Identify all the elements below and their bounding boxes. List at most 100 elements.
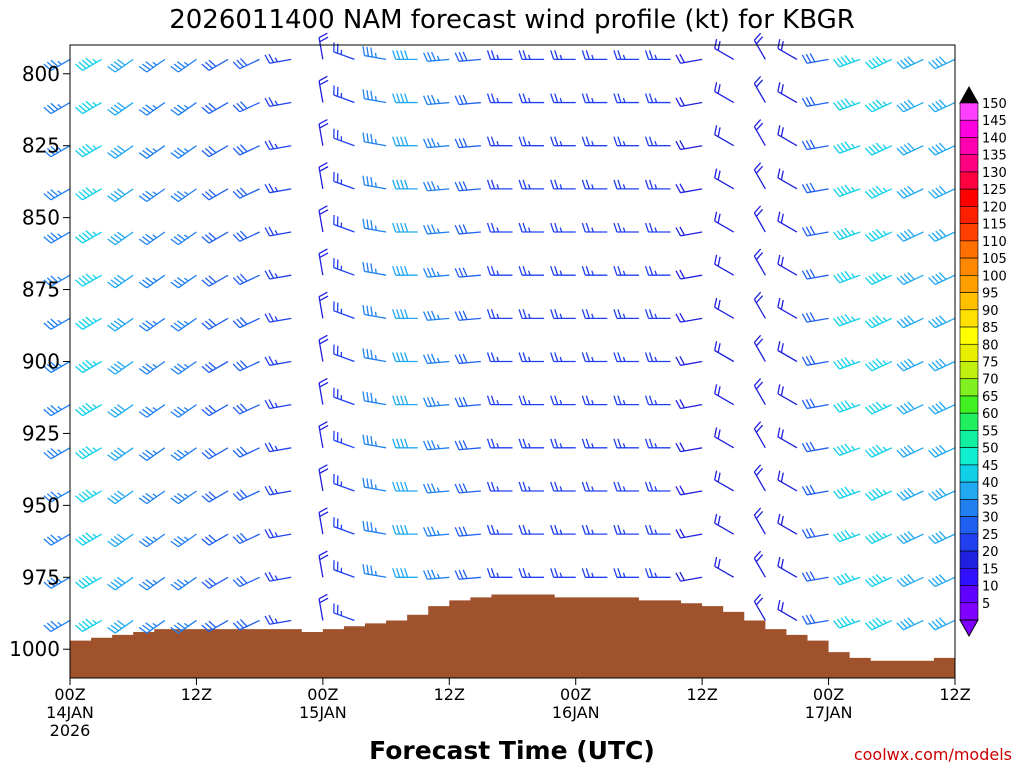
wind-barb bbox=[454, 51, 481, 62]
barb-feather bbox=[370, 263, 373, 273]
colorbar-swatch bbox=[959, 188, 979, 207]
barb-feather bbox=[801, 313, 808, 323]
barb-half-feather bbox=[152, 61, 158, 66]
barb-feather bbox=[840, 315, 848, 324]
barb-feather bbox=[458, 138, 464, 148]
barb-feather bbox=[50, 318, 59, 326]
barb-feather bbox=[142, 193, 151, 200]
barb-feather bbox=[458, 310, 464, 321]
barb-feather bbox=[872, 57, 880, 66]
wind-barb bbox=[714, 211, 735, 233]
barb-feather bbox=[844, 529, 852, 538]
wind-barb bbox=[318, 421, 329, 448]
wind-barb bbox=[454, 310, 481, 321]
barb-feather bbox=[400, 438, 405, 449]
barb-feather bbox=[78, 147, 87, 156]
barb-feather bbox=[617, 309, 622, 319]
barb-feather bbox=[392, 438, 397, 449]
barb-feather bbox=[868, 620, 876, 629]
barb-feather bbox=[550, 309, 555, 319]
colorbar-swatch bbox=[959, 464, 979, 483]
barb-half-feather bbox=[152, 191, 158, 196]
barb-feather bbox=[550, 179, 555, 190]
barb-feather bbox=[714, 254, 718, 265]
barb-feather bbox=[801, 140, 808, 150]
wind-barb bbox=[362, 348, 387, 363]
barb-feather bbox=[840, 401, 848, 410]
barb-feather bbox=[318, 464, 328, 470]
wind-barb bbox=[675, 485, 703, 496]
barb-feather bbox=[644, 222, 650, 233]
barb-feather bbox=[204, 104, 213, 113]
barb-half-feather bbox=[436, 444, 440, 449]
barb-feather bbox=[780, 127, 784, 137]
surface-fill bbox=[70, 594, 955, 678]
barb-feather bbox=[554, 179, 559, 190]
barb-feather bbox=[107, 324, 116, 332]
barb-feather bbox=[844, 54, 852, 64]
barb-feather bbox=[613, 93, 618, 103]
wind-barb bbox=[550, 352, 576, 363]
barb-feather bbox=[907, 574, 915, 582]
barb-feather bbox=[170, 281, 179, 289]
wind-barb bbox=[928, 315, 956, 329]
barb-feather bbox=[50, 404, 59, 413]
barb-feather bbox=[872, 532, 880, 541]
barb-half-feather bbox=[882, 316, 887, 322]
wind-barb bbox=[138, 447, 166, 461]
barb-feather bbox=[117, 490, 126, 498]
barb-half-feather bbox=[654, 184, 658, 190]
barb-feather bbox=[462, 483, 468, 493]
barb-feather bbox=[928, 61, 936, 70]
barb-feather bbox=[801, 184, 808, 193]
barb-half-feather bbox=[57, 492, 62, 497]
barb-feather bbox=[900, 620, 908, 629]
barb-feather bbox=[679, 571, 685, 581]
barb-feather bbox=[928, 190, 936, 199]
barb-feather bbox=[753, 334, 762, 343]
wind-barb bbox=[801, 268, 829, 280]
barb-feather bbox=[935, 489, 943, 498]
barb-feather bbox=[318, 593, 328, 600]
barb-feather bbox=[833, 576, 841, 586]
barb-feather bbox=[145, 277, 154, 284]
barb-feather bbox=[110, 624, 119, 632]
wind-barb bbox=[362, 89, 387, 104]
barb-feather bbox=[404, 568, 409, 578]
barb-half-feather bbox=[92, 231, 97, 236]
barb-feather bbox=[780, 602, 784, 612]
barb-feather bbox=[232, 147, 241, 156]
wind-barb bbox=[392, 524, 418, 535]
barb-feather bbox=[208, 620, 217, 628]
wind-barb bbox=[550, 524, 576, 535]
wind-barb bbox=[423, 181, 450, 192]
barb-feather bbox=[833, 102, 841, 111]
barb-feather bbox=[490, 438, 496, 449]
barb-feather bbox=[581, 395, 586, 405]
barb-feather bbox=[462, 224, 468, 234]
wind-barb bbox=[107, 145, 134, 159]
barb-feather bbox=[318, 118, 328, 125]
wind-barb bbox=[264, 140, 292, 151]
barb-feather bbox=[81, 404, 90, 413]
barb-feather bbox=[366, 521, 369, 532]
barb-feather bbox=[833, 145, 841, 154]
barb-feather bbox=[173, 624, 183, 632]
barb-feather bbox=[318, 205, 328, 211]
barb-feather bbox=[896, 536, 904, 544]
barb-half-feather bbox=[436, 573, 440, 579]
barb-half-feather bbox=[274, 445, 279, 451]
y-tick-label: 950 bbox=[22, 493, 60, 517]
barb-feather bbox=[522, 524, 527, 535]
barb-feather bbox=[522, 481, 527, 492]
barb-feather bbox=[585, 136, 590, 146]
barb-feather bbox=[753, 550, 762, 559]
barb-feather bbox=[644, 568, 650, 578]
barb-feather bbox=[931, 232, 940, 241]
barb-feather bbox=[617, 395, 622, 405]
barb-feather bbox=[85, 100, 94, 109]
colorbar-swatch bbox=[959, 309, 979, 328]
barb-feather bbox=[518, 265, 523, 276]
barb-feather bbox=[518, 93, 523, 103]
barb-feather bbox=[423, 354, 428, 364]
